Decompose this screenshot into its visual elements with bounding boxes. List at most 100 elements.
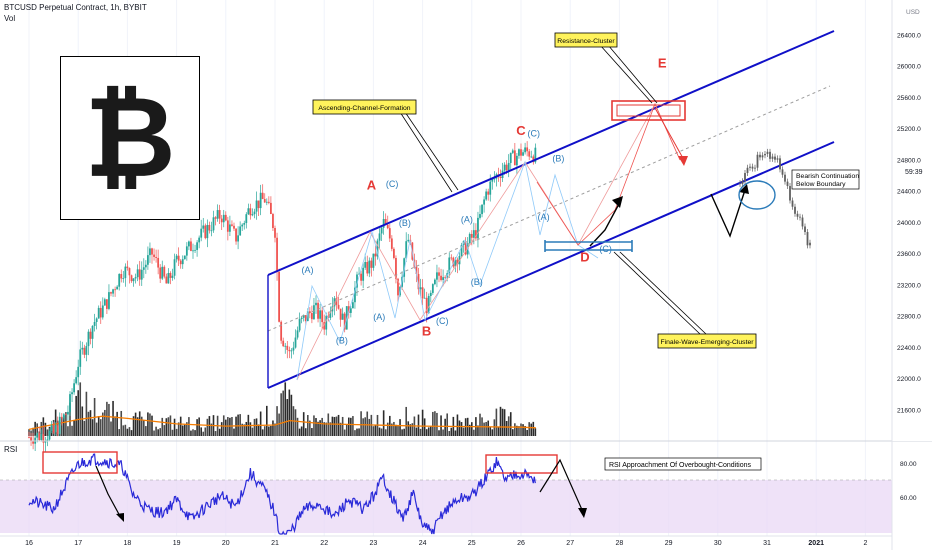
candle-body <box>450 257 453 259</box>
candle-body <box>448 257 451 274</box>
candle-body <box>325 315 328 330</box>
candle-body <box>253 211 256 215</box>
volume-bar <box>477 425 479 436</box>
volume-bar <box>177 422 180 436</box>
volume-bar <box>450 427 453 436</box>
resistance-box-outer[interactable] <box>611 100 686 121</box>
volume-bar <box>157 429 159 436</box>
upper-channel-line[interactable] <box>267 30 835 276</box>
volume-bar <box>288 389 291 436</box>
leader-ascending-2 <box>399 111 453 193</box>
candle-body <box>479 214 481 218</box>
volume-bar <box>210 423 213 436</box>
candle-body <box>360 273 362 281</box>
candle-body <box>198 237 201 243</box>
volume-bar <box>411 423 414 436</box>
volume-bar <box>128 427 131 436</box>
candle-body <box>513 150 516 166</box>
candle-body <box>438 272 440 276</box>
volume-bar <box>153 430 155 436</box>
volume-bar <box>106 401 108 436</box>
rsi-overbought-box-left[interactable] <box>42 451 118 474</box>
volume-legend-label: Vol <box>4 14 16 23</box>
candle-body <box>397 278 399 296</box>
candle-body <box>44 441 47 443</box>
candle-body <box>188 241 190 247</box>
volume-bar <box>132 416 135 436</box>
consolidation-ellipse[interactable] <box>738 180 776 210</box>
note-bearish-box[interactable]: Bearish Continuation Below Boundary <box>791 169 860 190</box>
callout-ascending-channel[interactable]: Ascending-Channel-Formation <box>312 99 417 115</box>
volume-bar <box>483 422 485 436</box>
candle-body <box>142 267 145 270</box>
projected-candle-body <box>789 186 791 201</box>
volume-bar <box>384 429 387 436</box>
volume-bar <box>112 400 114 436</box>
volume-bar <box>202 431 205 436</box>
volume-bar <box>487 420 489 436</box>
volume-bar <box>434 411 436 436</box>
candle-body <box>261 192 264 199</box>
projected-candle-body <box>801 217 804 227</box>
volume-bar <box>489 427 492 436</box>
candle-body <box>511 150 514 153</box>
wave-label: (B) <box>399 218 411 228</box>
projected-candle-body <box>751 166 754 169</box>
candle-body <box>427 296 430 314</box>
rsi-drawings[interactable] <box>42 451 587 522</box>
candle-body <box>456 259 459 265</box>
candle-body <box>274 227 276 238</box>
candle-body <box>177 255 180 261</box>
channel-midline[interactable] <box>267 85 831 332</box>
candle-body <box>452 257 455 267</box>
chart-symbol-header[interactable]: BTCUSD Perpetual Contract, 1h, BYBIT <box>4 3 147 12</box>
volume-bar <box>300 426 303 436</box>
candle-body <box>140 269 143 280</box>
candle-body <box>349 308 352 313</box>
volume-bar <box>331 416 334 436</box>
candle-body <box>241 224 244 227</box>
candle-body <box>50 425 53 431</box>
note-rsi-box[interactable]: RSI Approachment Of Overbought-Condition… <box>604 457 762 471</box>
price-axis[interactable] <box>892 0 932 441</box>
volume-bar <box>143 420 145 436</box>
arrowhead-red <box>678 156 688 166</box>
volume-bar <box>120 410 123 436</box>
volume-bar <box>282 390 284 436</box>
candle-body <box>358 273 360 275</box>
volume-bar <box>145 426 147 436</box>
volume-bar <box>419 428 422 436</box>
volume-bar <box>272 420 274 436</box>
volume-bar <box>249 422 252 436</box>
rsi-line[interactable] <box>28 453 536 535</box>
callout-finale-wave[interactable]: Finale-Wave-Emerging-Cluster <box>657 333 757 349</box>
candle-body <box>425 297 428 314</box>
volume-bar <box>294 409 297 436</box>
candle-body <box>206 224 209 239</box>
candle-body <box>163 266 166 277</box>
wave-label: (B) <box>336 335 348 345</box>
rsi-pane-label: RSI <box>4 445 17 454</box>
candle-body <box>32 441 34 444</box>
volume-bar <box>516 425 518 436</box>
volume-bar <box>61 417 63 436</box>
volume-bar <box>83 420 86 436</box>
volume-bar <box>46 429 49 436</box>
price-tick-label: 22800.0 <box>897 314 921 321</box>
resistance-box-inner[interactable] <box>616 104 681 117</box>
volume-bar <box>284 382 287 436</box>
volume-bar <box>399 419 401 436</box>
candle-body <box>243 223 246 225</box>
volume-bar <box>518 426 520 436</box>
candle-body <box>421 287 424 299</box>
wave-label: E <box>658 56 667 71</box>
candle-body <box>124 266 127 279</box>
volume-bar <box>95 422 98 436</box>
trend-drawings[interactable] <box>267 30 835 389</box>
volume-bar <box>534 428 537 436</box>
candle-body <box>220 218 223 223</box>
candle-body <box>317 302 319 319</box>
callout-resistance-cluster[interactable]: Resistance-Cluster <box>554 32 618 48</box>
